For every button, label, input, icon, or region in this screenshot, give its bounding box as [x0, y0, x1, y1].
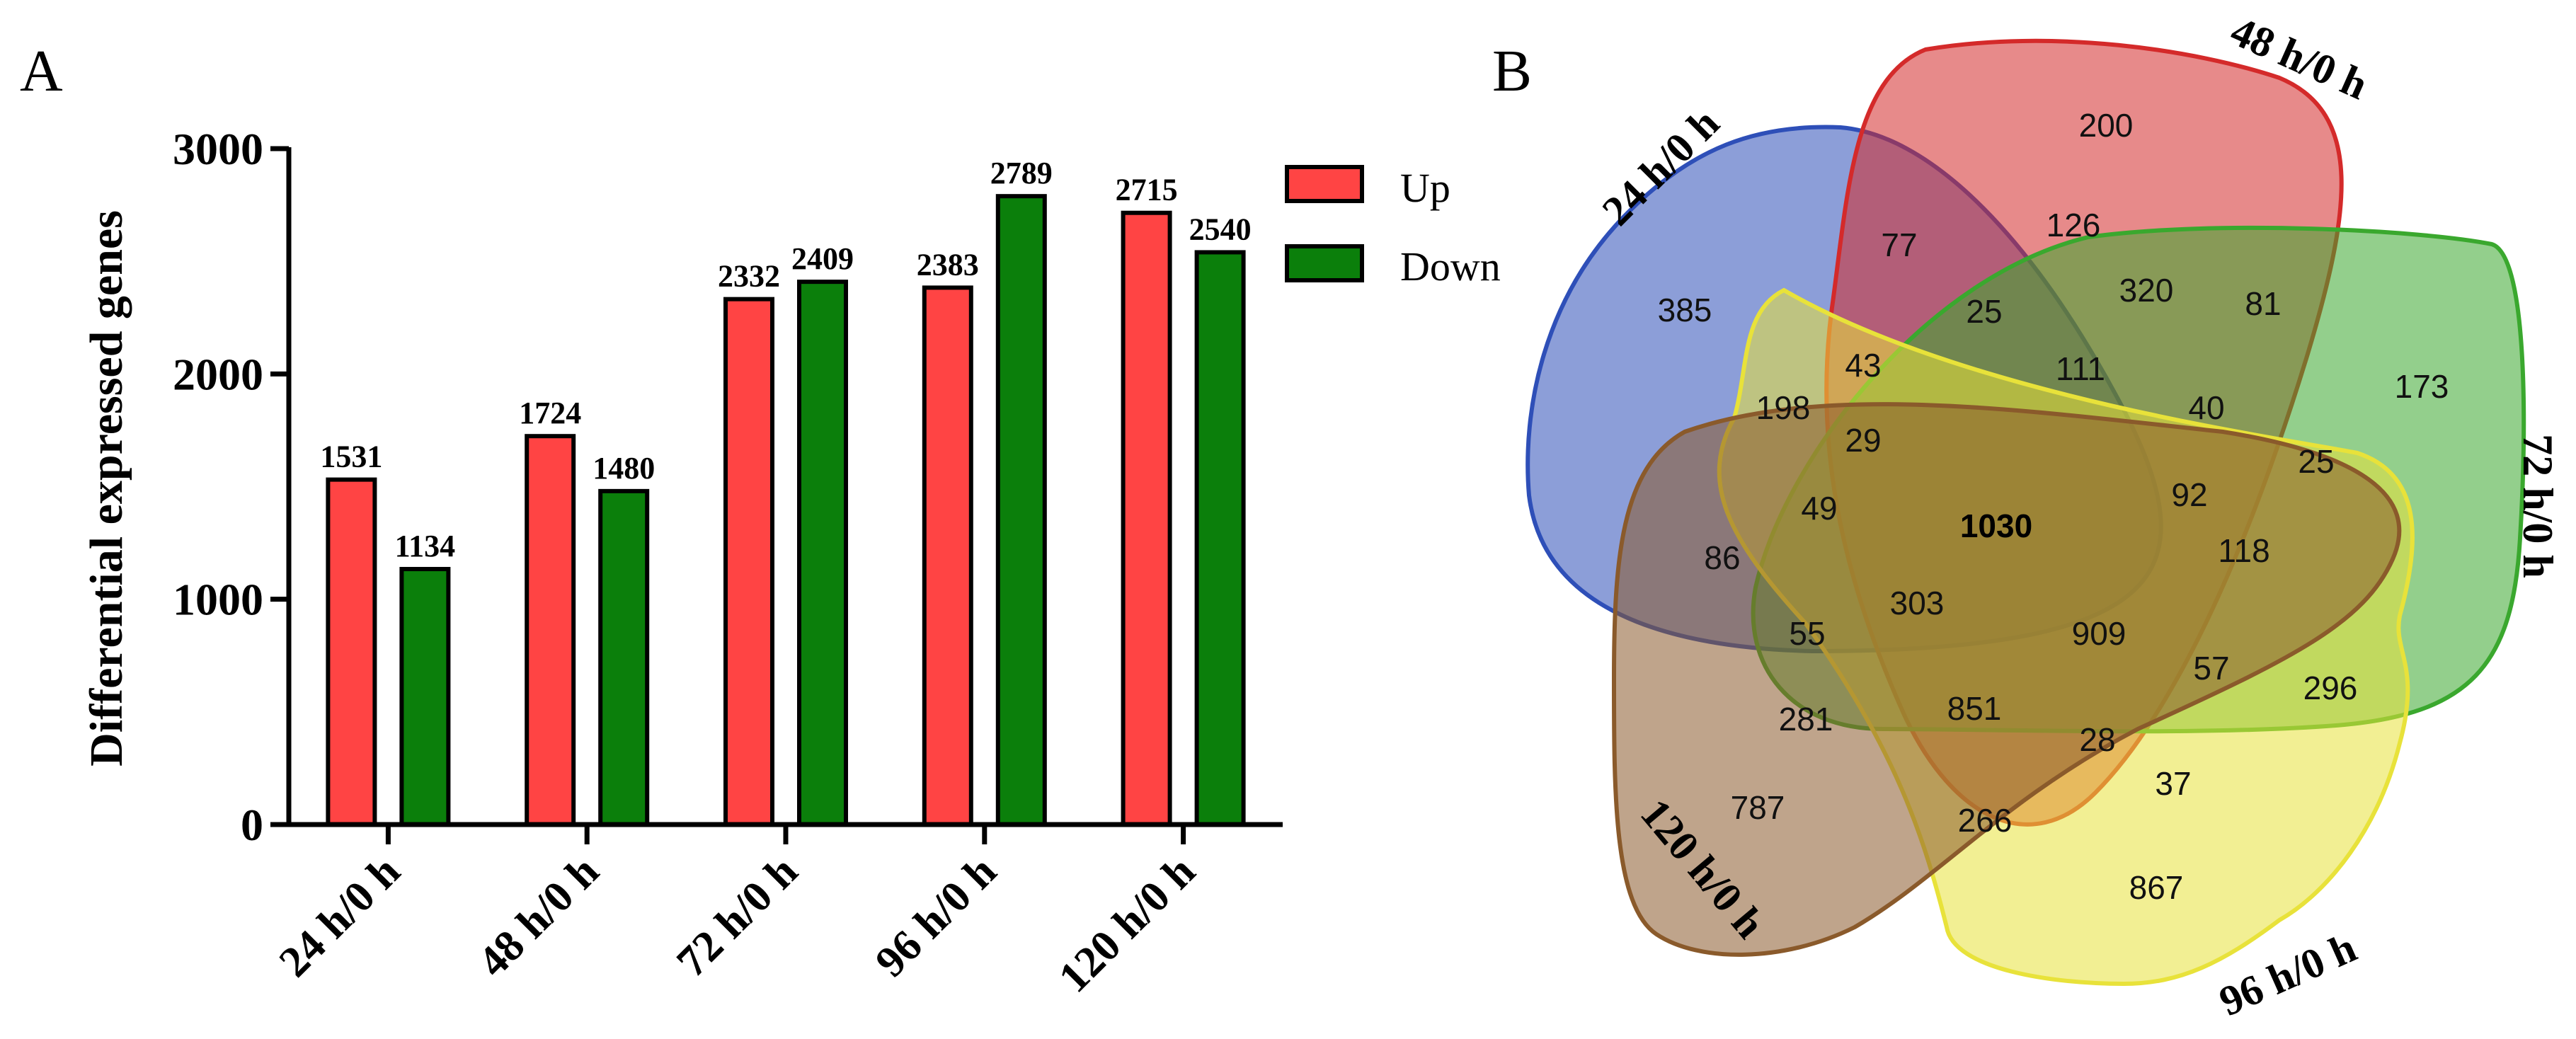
bar-down: [797, 280, 848, 827]
y-tick-label: 3000: [173, 124, 263, 174]
venn-count: 173: [2395, 368, 2449, 405]
legend-swatch-down: [1285, 244, 1364, 282]
venn-region-counts: 200 77 126 320 81 385 25 111 173 43 198 …: [1658, 107, 2449, 906]
venn-count: 385: [1658, 292, 1712, 328]
venn-count: 198: [1756, 389, 1811, 426]
x-axis: 24 h/0 h 48 h/0 h 72 h/0 h 96 h/0 h 120 h/0 …: [270, 822, 1283, 1002]
venn-count: 296: [2303, 670, 2358, 706]
panel-a: A Differential expressed genes 0 1000 2000…: [20, 38, 1501, 1001]
venn-count: 92: [2171, 476, 2207, 513]
bar-up: [922, 285, 973, 827]
venn-count: 37: [2155, 765, 2191, 802]
venn-count: 303: [1890, 585, 1945, 621]
venn-count: 77: [1881, 226, 1917, 263]
x-category-label: 72 h/0 h: [668, 847, 807, 987]
bar-down: [995, 194, 1047, 827]
venn-count: 81: [2245, 285, 2281, 322]
bar-up: [326, 477, 377, 827]
y-tick-label: 2000: [173, 349, 263, 399]
venn-count: 909: [2072, 615, 2126, 652]
bar-value-label: 2715: [1116, 173, 1178, 207]
bar-down: [598, 488, 650, 827]
venn-set-120h: [1611, 402, 2402, 957]
bar-down: [1194, 250, 1246, 827]
y-axis-title: Differential expressed genes: [81, 210, 132, 767]
bar-value-label: 1531: [320, 440, 382, 474]
venn-count: 55: [1789, 615, 1825, 652]
panel-b-letter: B: [1492, 38, 1532, 104]
venn-label-72h: 72 h/0 h: [2514, 434, 2561, 578]
legend-label-down: Down: [1400, 243, 1501, 289]
venn-count: 851: [1947, 690, 2002, 727]
legend-label-up: Up: [1400, 165, 1450, 211]
bar-value-label: 2540: [1189, 212, 1252, 246]
venn-count: 86: [1704, 539, 1740, 576]
bar-up: [1121, 210, 1172, 827]
venn-count-center: 1030: [1960, 507, 2032, 544]
venn-count: 111: [2056, 350, 2105, 387]
venn-count: 867: [2129, 869, 2184, 906]
venn-count: 25: [2298, 443, 2334, 480]
x-category-label: 120 h/0 h: [1050, 847, 1205, 1002]
bar-series: 1531 1134 1724 1480 2332 2409 2383 2789 2715 2540: [320, 156, 1252, 827]
venn-count: 25: [1966, 293, 2002, 330]
venn-count: 43: [1845, 347, 1881, 384]
venn-count: 126: [2047, 207, 2101, 243]
bar-value-label: 1724: [519, 396, 581, 430]
bar-value-label: 2409: [791, 241, 854, 276]
x-category-label: 96 h/0 h: [866, 847, 1006, 987]
venn-count: 57: [2193, 650, 2229, 687]
bar-value-label: 2383: [917, 247, 979, 282]
y-axis: 0 1000 2000 3000: [173, 124, 292, 850]
bar-value-label: 2332: [718, 259, 780, 294]
bar-value-label: 1480: [593, 451, 655, 486]
venn-count: 40: [2188, 389, 2224, 426]
bar-up: [525, 434, 576, 827]
bar-down: [399, 567, 451, 827]
venn-count: 320: [2119, 272, 2174, 309]
bar-up: [723, 297, 774, 827]
x-category-label: 48 h/0 h: [469, 847, 608, 987]
panel-a-letter: A: [20, 38, 63, 104]
legend: Up Down: [1285, 165, 1501, 289]
venn-count: 49: [1801, 490, 1837, 527]
y-tick-label: 1000: [173, 575, 263, 625]
legend-swatch-up: [1285, 165, 1364, 203]
venn-petals: [1525, 38, 2526, 987]
venn-count: 266: [1958, 802, 2013, 839]
panel-b: B 200 77 126 320 81 385 25 111 173 43 19…: [1492, 7, 2561, 1025]
venn-count: 118: [2218, 532, 2269, 569]
x-category-label: 24 h/0 h: [270, 847, 410, 987]
venn-count: 29: [1845, 422, 1881, 459]
venn-count: 787: [1731, 789, 1785, 826]
bar-value-label: 2789: [990, 156, 1053, 190]
venn-count: 281: [1779, 701, 1833, 737]
bar-value-label: 1134: [395, 529, 456, 563]
venn-count: 200: [2079, 107, 2134, 144]
y-tick-label: 0: [241, 800, 263, 850]
venn-count: 28: [2079, 721, 2115, 758]
